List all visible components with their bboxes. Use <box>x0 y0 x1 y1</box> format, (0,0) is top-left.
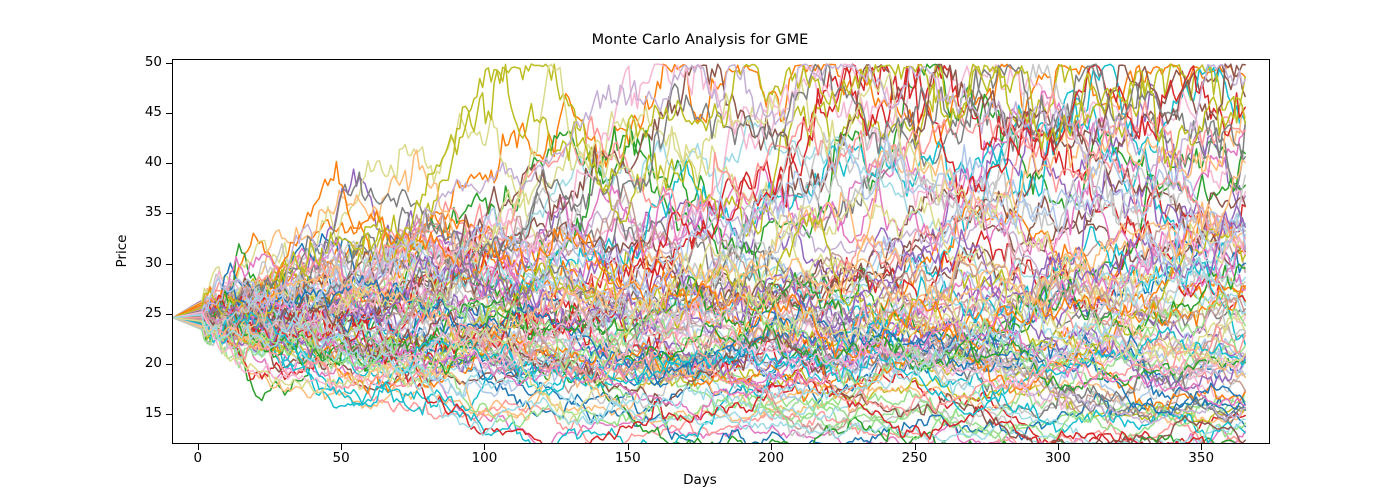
x-tick-label: 0 <box>193 450 203 466</box>
y-tick-mark <box>166 413 172 415</box>
y-tick-label: 30 <box>144 254 162 271</box>
simulation-path <box>173 316 1246 443</box>
simulation-path <box>173 243 1246 362</box>
simulation-path <box>173 183 1246 424</box>
x-axis-label: Days <box>683 472 717 488</box>
simulation-path <box>173 256 1246 437</box>
y-tick-mark <box>166 63 172 64</box>
simulation-path <box>173 234 1246 421</box>
x-tick-mark <box>1057 444 1059 450</box>
simulation-path <box>173 256 1246 389</box>
simulation-path <box>173 225 1246 443</box>
simulation-path <box>173 63 1246 320</box>
x-tick-mark <box>914 444 916 450</box>
y-tick-mark <box>166 263 172 265</box>
simulation-path <box>173 63 1246 331</box>
x-tick-mark <box>771 444 773 450</box>
x-tick-label: 350 <box>1188 450 1215 466</box>
x-tick-mark <box>341 444 343 450</box>
x-tick-mark <box>627 444 629 450</box>
simulation-path <box>173 303 1246 443</box>
monte-carlo-paths <box>173 63 1246 443</box>
simulation-path <box>173 257 1195 443</box>
y-axis-tick-labels: 15 20 25 30 35 40 45 50 <box>120 0 162 500</box>
y-tick-label: 15 <box>144 404 162 421</box>
x-tick-label: 50 <box>332 450 350 466</box>
simulation-path <box>173 63 1246 319</box>
plot-area <box>172 59 1270 444</box>
simulation-path <box>173 133 1246 323</box>
y-tick-mark <box>166 163 172 165</box>
y-tick-label: 45 <box>144 104 162 121</box>
simulation-path <box>173 309 1246 417</box>
simulation-path <box>173 106 1246 327</box>
simulation-path <box>173 288 1246 392</box>
x-tick-label: 100 <box>471 450 498 466</box>
simulation-path <box>173 243 1246 426</box>
simulation-path <box>173 307 1246 443</box>
simulation-path <box>173 297 1243 443</box>
simulation-path <box>173 63 1246 348</box>
simulation-path <box>173 63 1246 346</box>
y-tick-label: 20 <box>144 354 162 371</box>
y-tick-label: 25 <box>144 304 162 321</box>
simulation-path <box>173 142 1246 361</box>
x-tick-mark <box>1201 444 1203 450</box>
simulation-path <box>173 91 1246 319</box>
y-tick-mark <box>166 113 172 115</box>
simulation-path <box>173 160 1246 359</box>
simulation-path <box>173 291 1246 387</box>
y-tick-label: 50 <box>144 54 162 70</box>
y-tick-mark <box>166 363 172 365</box>
simulation-path <box>173 127 1246 323</box>
simulation-path <box>173 159 1246 356</box>
x-tick-mark <box>197 444 199 450</box>
y-tick-mark <box>166 313 172 315</box>
x-tick-label: 200 <box>758 450 785 466</box>
x-tick-label: 300 <box>1044 450 1071 466</box>
x-tick-label: 250 <box>901 450 928 466</box>
page-title: Monte Carlo Analysis for GME <box>591 32 809 48</box>
y-tick-label: 40 <box>144 154 162 171</box>
y-tick-mark <box>166 213 172 215</box>
simulation-path <box>173 310 1246 416</box>
x-tick-mark <box>484 444 486 450</box>
simulation-path <box>173 203 1246 352</box>
simulation-path <box>173 303 1246 391</box>
x-tick-label: 150 <box>614 450 641 466</box>
y-tick-label: 35 <box>144 204 162 221</box>
